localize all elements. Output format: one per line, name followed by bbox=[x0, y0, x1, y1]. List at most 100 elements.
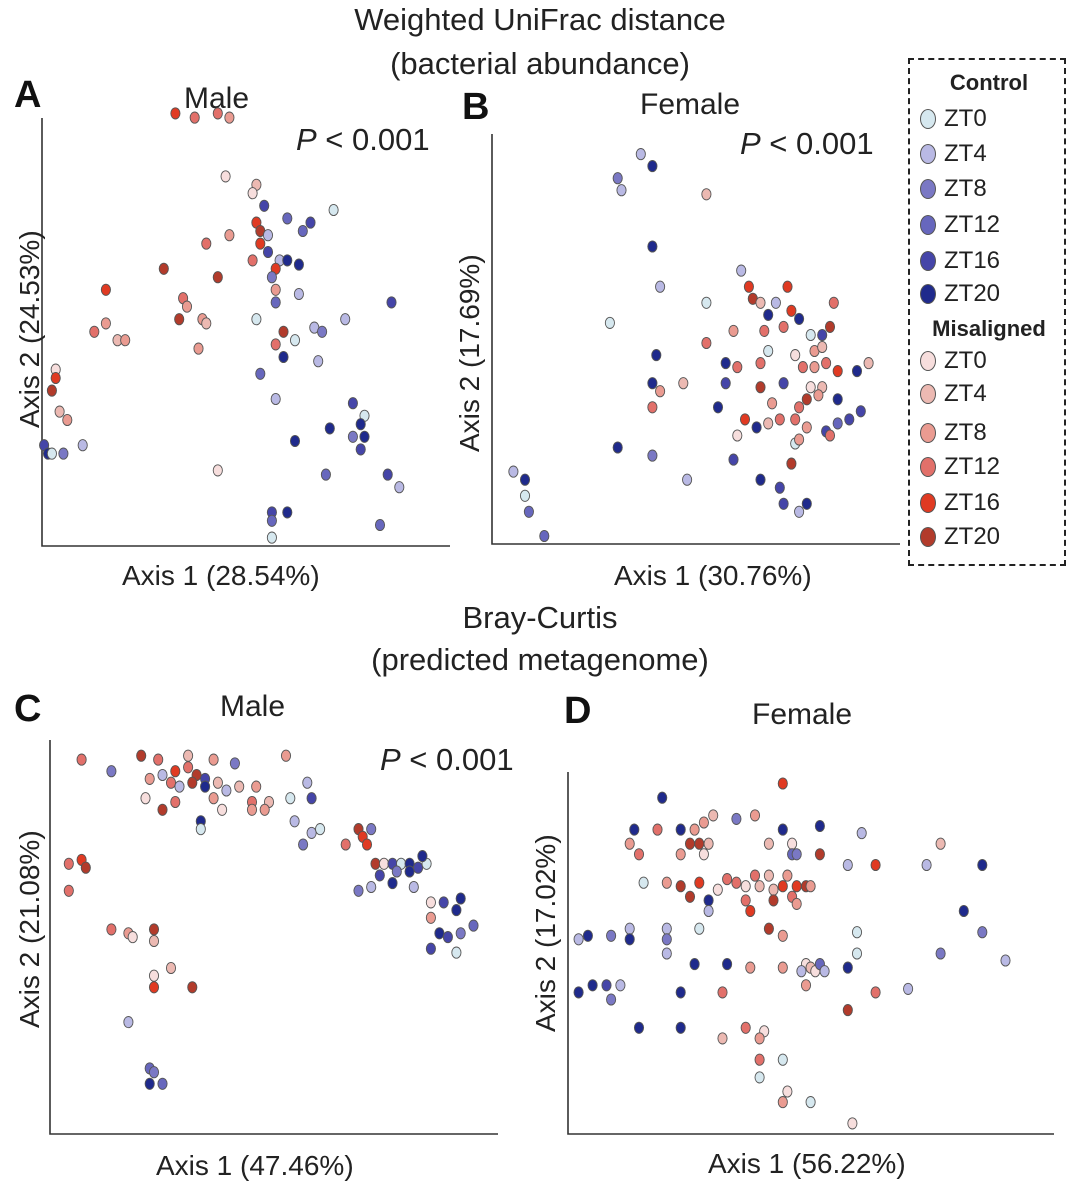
data-point bbox=[809, 361, 820, 374]
data-point bbox=[708, 809, 719, 822]
data-point bbox=[361, 838, 373, 851]
data-point bbox=[903, 982, 914, 995]
data-point bbox=[870, 858, 881, 872]
data-point bbox=[266, 531, 277, 544]
data-point bbox=[703, 837, 714, 850]
data-point bbox=[434, 927, 445, 940]
data-point bbox=[701, 296, 712, 309]
data-point bbox=[797, 361, 808, 374]
data-point bbox=[573, 986, 584, 999]
data-point bbox=[278, 350, 289, 364]
data-point bbox=[801, 393, 812, 406]
data-point bbox=[935, 837, 946, 850]
data-point bbox=[408, 880, 419, 894]
data-point bbox=[794, 505, 805, 518]
data-point bbox=[247, 187, 258, 200]
data-point bbox=[647, 240, 658, 253]
panel-d-title: Female bbox=[752, 698, 853, 731]
data-point bbox=[731, 876, 742, 889]
data-point bbox=[684, 890, 696, 903]
data-point bbox=[100, 283, 111, 296]
panel-a-scatter-plot bbox=[39, 107, 450, 547]
data-point bbox=[935, 947, 946, 960]
legend-misaligned-zt20: ZT20 bbox=[920, 522, 1000, 552]
data-point bbox=[732, 361, 743, 374]
data-point bbox=[378, 857, 390, 870]
data-point bbox=[157, 803, 168, 816]
data-point bbox=[587, 979, 598, 992]
data-point bbox=[455, 892, 466, 905]
data-point bbox=[144, 1077, 155, 1090]
data-point bbox=[777, 961, 788, 974]
data-point bbox=[740, 1021, 751, 1034]
data-point bbox=[777, 777, 788, 790]
panel-a-pvalue: P < 0.001 bbox=[296, 122, 430, 157]
legend-control-zt0: ZT0 bbox=[920, 104, 987, 134]
data-point bbox=[165, 961, 177, 975]
panel-d-scatter-plot bbox=[567, 772, 1054, 1135]
panel-d-y-axis-label: Axis 2 (17.02%) bbox=[530, 834, 561, 1032]
data-point bbox=[270, 338, 281, 351]
data-point bbox=[655, 280, 666, 293]
data-point bbox=[189, 111, 200, 124]
panel-c-y-axis-label: Axis 2 (21.08%) bbox=[14, 830, 45, 1028]
data-point bbox=[787, 837, 798, 850]
legend-misaligned-zt12: ZT12 bbox=[920, 452, 1000, 482]
legend-control-title: Control bbox=[949, 70, 1029, 95]
data-point bbox=[842, 961, 853, 974]
data-point bbox=[144, 772, 155, 785]
data-point bbox=[80, 861, 91, 874]
data-point bbox=[754, 1071, 765, 1084]
legend-swatch bbox=[920, 384, 936, 404]
data-point bbox=[280, 749, 292, 762]
panel-letter-d: D bbox=[564, 690, 592, 732]
data-point bbox=[46, 447, 57, 460]
data-point bbox=[293, 287, 304, 301]
data-point bbox=[183, 749, 194, 762]
data-point bbox=[270, 296, 281, 309]
data-point bbox=[652, 823, 663, 836]
data-point bbox=[782, 869, 793, 882]
data-point bbox=[728, 453, 739, 466]
data-point bbox=[791, 897, 802, 910]
section-title-braycurtis: Bray-Curtis bbox=[462, 600, 618, 635]
data-point bbox=[413, 861, 424, 874]
data-point bbox=[675, 986, 686, 999]
panel-d-x-axis-label: Axis 1 (56.22%) bbox=[708, 1148, 906, 1179]
data-point bbox=[212, 464, 223, 477]
data-point bbox=[391, 865, 402, 878]
data-point bbox=[451, 946, 462, 959]
data-point bbox=[694, 837, 705, 850]
data-point bbox=[523, 505, 534, 518]
data-point bbox=[370, 857, 381, 870]
data-point bbox=[647, 401, 658, 414]
data-point bbox=[394, 481, 405, 494]
panel-b-x-axis-label: Axis 1 (30.76%) bbox=[614, 560, 812, 591]
panel-c-scatter-plot bbox=[49, 740, 498, 1135]
data-point bbox=[317, 325, 328, 338]
data-point bbox=[573, 933, 584, 946]
data-point bbox=[777, 1096, 788, 1109]
data-point bbox=[270, 283, 281, 296]
data-point bbox=[739, 413, 751, 426]
data-point bbox=[282, 506, 293, 519]
data-point bbox=[689, 823, 700, 836]
data-point bbox=[246, 803, 258, 816]
data-point bbox=[259, 199, 270, 212]
data-point bbox=[732, 429, 743, 442]
data-point bbox=[624, 922, 635, 935]
data-point bbox=[455, 927, 466, 940]
data-point bbox=[782, 1085, 793, 1098]
data-point bbox=[698, 816, 709, 829]
data-point bbox=[451, 904, 462, 917]
legend-swatch bbox=[920, 351, 936, 371]
data-point bbox=[212, 271, 223, 284]
data-point bbox=[153, 753, 164, 766]
legend-control-zt8: ZT8 bbox=[920, 174, 987, 204]
data-point bbox=[847, 1117, 858, 1130]
data-point bbox=[824, 429, 836, 442]
data-point bbox=[234, 780, 245, 793]
legend-swatch bbox=[920, 251, 936, 271]
legend-misaligned-zt0: ZT0 bbox=[920, 346, 987, 376]
data-point bbox=[720, 377, 731, 390]
